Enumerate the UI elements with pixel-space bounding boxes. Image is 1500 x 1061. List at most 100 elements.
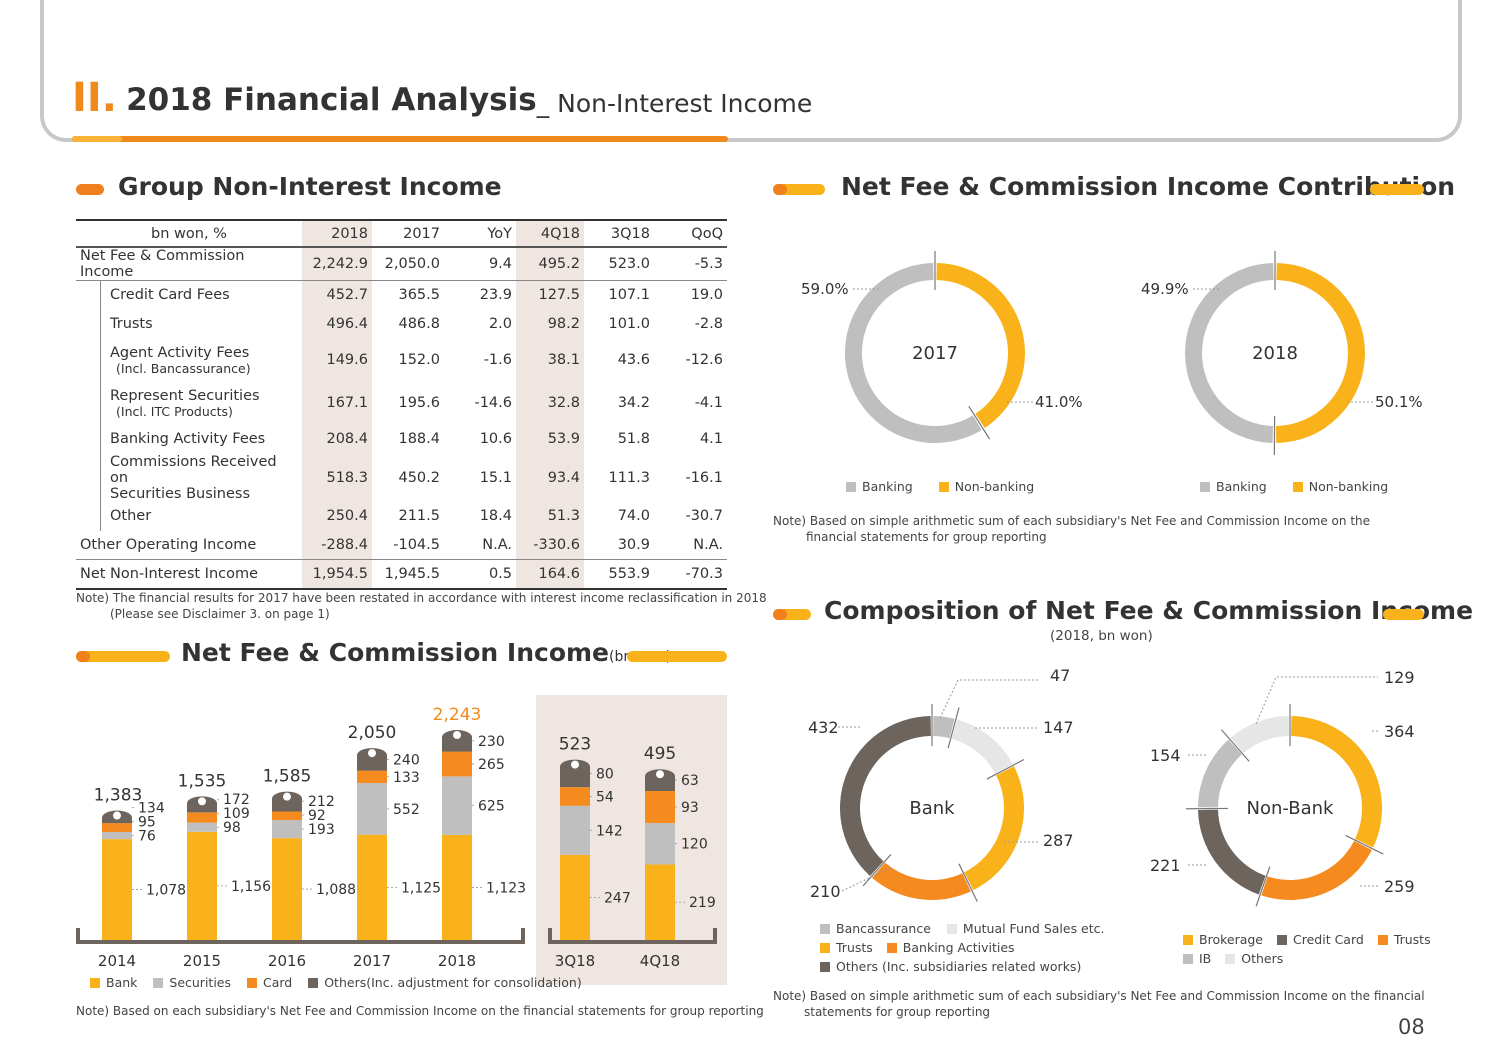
bar-top-marker [113,811,121,820]
row-label: Credit Card Fees [76,280,302,310]
bar-segment-securities [357,783,387,835]
table-cell: -288.4 [302,530,372,560]
bar-segment-securities [102,831,132,840]
donut-slice-ib [1198,739,1242,808]
non-interest-income-table: bn won, % 2018 2017 YoY 4Q18 3Q18 QoQ Ne… [76,219,727,590]
legend-swatch-mutual-fund [946,924,957,934]
table-cell: 164.6 [516,559,584,590]
table-cell: 111.3 [608,469,650,486]
bar-segment-card [357,770,387,784]
bar-segment-bank [357,834,387,940]
table-cell: 495.2 [516,247,584,281]
contribution-title: Net Fee & Commission Income Contribution [841,172,1456,201]
bar-value-label: 109 [223,806,250,822]
table-cell: 32.8 [516,381,584,425]
table-header-2018: 2018 [302,219,372,248]
bank-slice-value: 210 [810,882,841,901]
bar-segment-card [102,823,132,832]
title-underline-accent [72,136,122,142]
section-pill-icon [76,184,104,195]
row-label: Represent Securities (Incl. ITC Products) [76,381,302,425]
composition-unit: (2018, bn won) [1050,628,1153,644]
row-label: Banking Activity Fees [76,424,302,454]
bar-section-pill-left [76,651,170,662]
table-cell: 167.1 [302,381,372,425]
contribution-note: Note) Based on simple arithmetic sum of … [773,514,1371,544]
bar-segment-others [272,791,302,812]
row-label: Agent Activity Fees (Incl. Bancassurance) [76,338,302,382]
table-row: Other 250.4 211.5 18.4 51.3 74.0 -30.7 [76,501,727,531]
table-header-row: bn won, % 2018 2017 YoY 4Q18 3Q18 QoQ [76,219,727,248]
bar-value-label: 265 [478,757,505,773]
row-label: Trusts [76,309,302,339]
table-cell: -4.1 [694,395,723,411]
table-header-3q18: 3Q18 [584,219,654,248]
table-cell: 188.4 [398,431,440,447]
row-label: Net Non-Interest Income [76,559,302,590]
donut-slice-non-banking [936,263,1025,429]
bar-legend: Bank Securities Card Others(Inc. adjustm… [90,975,582,990]
legend-swatch-others [1225,954,1236,964]
table-cell: 250.4 [302,501,372,531]
legend-swatch-ib [1183,954,1193,964]
bar-segment-bank [645,864,675,940]
table-cell: 553.9 [584,559,654,590]
table-cell: 208.4 [302,424,372,454]
donut-slice-mutual [951,719,1013,774]
donut-leader [841,867,891,892]
row-label: Net Fee & Commission Income [76,247,302,281]
bar-section-pill-right [627,651,727,662]
donut-value-banking: 59.0% [801,280,849,298]
donut-value-nonbanking: 41.0% [1035,393,1083,411]
bar-segment-securities [645,823,675,865]
table-cell: 43.6 [617,352,650,368]
bank-slice-value: 287 [1043,831,1074,850]
composition-title: Composition of Net Fee & Commission Inco… [824,596,1474,625]
legend-swatch-credit-card [1277,935,1287,945]
donut-separator [958,863,978,902]
table-header-2017: 2017 [372,219,444,248]
bar-category-label: 4Q18 [640,952,680,970]
bar-value-label: 212 [308,794,335,810]
table-header-qoq: QoQ [654,219,727,248]
composition-pill-right [1383,609,1424,620]
table-cell: 127.5 [516,280,584,310]
donut-leader [1255,676,1378,725]
nonbank-slice-value: 129 [1384,668,1415,687]
nonbank-composition-legend: Brokerage Credit Card Trusts IB Others [1183,930,1431,968]
bar-value-label: 552 [393,802,420,818]
legend-swatch-card [246,978,257,988]
bar-top-marker [453,731,461,740]
legend-swatch-nonbanking [1292,482,1303,492]
donut-separator [862,854,892,887]
table-cell: 518.3 [302,453,372,502]
bar-value-label: 80 [596,766,614,782]
bar-value-label: 95 [138,815,156,831]
bar-segment-card [442,751,472,777]
nonbank-slice-value: 154 [1150,746,1181,765]
page-subtitle: _ Non-Interest Income [536,89,813,118]
bar-value-label: 92 [308,808,326,824]
donut-separator [1255,866,1271,907]
donut-slice-others [1230,716,1289,754]
composition-donuts: Bank 47 147 287 210 432 Non-Bank 364 259 221 154 12… [808,666,1415,907]
donut-separator [947,707,960,749]
bar-category-label: 2016 [268,952,306,970]
bar-top-marker [283,792,291,801]
bank-composition-legend: Bancassurance Mutual Fund Sales etc. Trus… [820,919,1105,976]
legend-swatch-securities [153,978,164,988]
table-row: Banking Activity Fees 208.4 188.4 10.6 53.9 5… [76,424,727,454]
bar-value-label: 1,123 [486,880,526,896]
table-cell: 523.0 [584,247,654,281]
composition-pill-dot [773,609,787,620]
table-cell: -30.7 [685,508,723,524]
table-cell: 365.5 [398,287,440,304]
bar-segment-bank [187,831,217,940]
table-cell: 2,050.0 [372,247,444,281]
table-row: Trusts 496.4 486.8 2.0 98.2 101.0 -2.8 [76,309,727,339]
row-label: Commissions Received on Securities Busine… [76,453,302,502]
legend-swatch-banking [846,482,856,492]
bar-value-label: 193 [308,822,335,838]
nonbank-slice-value: 364 [1384,722,1415,741]
